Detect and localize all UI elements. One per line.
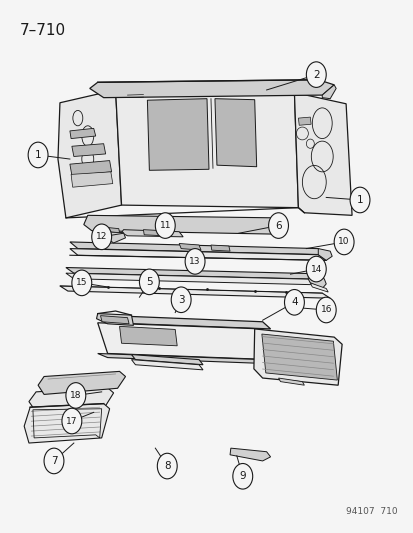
Text: 1: 1 xyxy=(356,195,363,205)
Polygon shape xyxy=(58,90,121,218)
Polygon shape xyxy=(214,99,256,167)
Circle shape xyxy=(44,448,64,474)
Polygon shape xyxy=(24,403,109,443)
Circle shape xyxy=(72,270,92,296)
Circle shape xyxy=(155,213,175,238)
Polygon shape xyxy=(131,354,202,365)
Polygon shape xyxy=(70,160,112,175)
Circle shape xyxy=(28,142,48,168)
Polygon shape xyxy=(38,372,125,394)
Circle shape xyxy=(232,464,252,489)
Circle shape xyxy=(349,187,369,213)
Text: 18: 18 xyxy=(70,391,81,400)
Polygon shape xyxy=(211,245,230,251)
Polygon shape xyxy=(60,286,330,298)
Polygon shape xyxy=(100,316,129,324)
Circle shape xyxy=(306,62,325,87)
Text: 8: 8 xyxy=(164,461,170,471)
Text: 10: 10 xyxy=(337,237,349,246)
Text: 15: 15 xyxy=(76,278,87,287)
Polygon shape xyxy=(131,360,202,370)
Text: 3: 3 xyxy=(178,295,184,305)
Circle shape xyxy=(66,383,85,408)
Polygon shape xyxy=(29,388,113,411)
Text: 13: 13 xyxy=(189,257,200,266)
Polygon shape xyxy=(83,215,286,235)
Polygon shape xyxy=(119,326,177,346)
Polygon shape xyxy=(278,378,304,385)
Polygon shape xyxy=(70,248,325,260)
Polygon shape xyxy=(70,128,95,139)
Circle shape xyxy=(157,453,177,479)
Polygon shape xyxy=(97,353,270,364)
Polygon shape xyxy=(71,172,112,187)
Text: 2: 2 xyxy=(312,70,319,79)
Circle shape xyxy=(92,224,112,249)
Polygon shape xyxy=(66,268,321,279)
Text: 94107  710: 94107 710 xyxy=(345,507,397,516)
Text: 16: 16 xyxy=(320,305,331,314)
Polygon shape xyxy=(179,244,201,250)
Polygon shape xyxy=(310,283,328,292)
Polygon shape xyxy=(294,93,351,215)
Circle shape xyxy=(306,256,325,282)
Text: 5: 5 xyxy=(146,277,152,287)
Polygon shape xyxy=(230,448,270,461)
Circle shape xyxy=(333,229,353,255)
Polygon shape xyxy=(308,273,325,288)
Text: 9: 9 xyxy=(239,471,245,481)
Polygon shape xyxy=(298,117,311,125)
Text: 17: 17 xyxy=(66,416,77,425)
Polygon shape xyxy=(147,99,209,171)
Circle shape xyxy=(316,297,335,323)
Text: 14: 14 xyxy=(310,264,321,273)
Text: 1: 1 xyxy=(35,150,41,160)
Circle shape xyxy=(139,269,159,295)
Polygon shape xyxy=(107,232,125,243)
Polygon shape xyxy=(318,248,331,260)
Polygon shape xyxy=(90,80,333,98)
Circle shape xyxy=(62,408,82,434)
Polygon shape xyxy=(97,315,270,329)
Text: 7–710: 7–710 xyxy=(20,23,66,38)
Text: 4: 4 xyxy=(290,297,297,308)
Polygon shape xyxy=(97,323,270,360)
Polygon shape xyxy=(70,242,325,255)
Circle shape xyxy=(185,248,204,274)
Polygon shape xyxy=(115,90,298,208)
Polygon shape xyxy=(72,144,105,157)
Circle shape xyxy=(284,289,304,315)
Text: 11: 11 xyxy=(159,221,171,230)
Polygon shape xyxy=(121,230,183,237)
Polygon shape xyxy=(321,85,335,99)
Text: 12: 12 xyxy=(96,232,107,241)
Polygon shape xyxy=(108,228,119,233)
Polygon shape xyxy=(253,329,341,385)
Text: 6: 6 xyxy=(275,221,281,231)
Text: 7: 7 xyxy=(50,456,57,466)
Polygon shape xyxy=(261,334,337,380)
Polygon shape xyxy=(66,273,321,285)
Circle shape xyxy=(268,213,288,238)
Circle shape xyxy=(171,287,191,312)
Polygon shape xyxy=(143,230,164,236)
Polygon shape xyxy=(96,313,133,325)
